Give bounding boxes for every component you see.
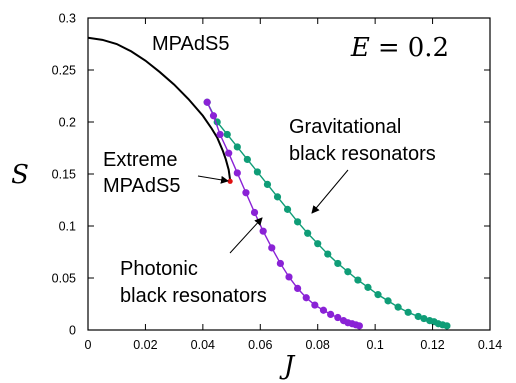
plot-frame: [87, 17, 491, 331]
photonic-point: [285, 273, 293, 281]
photonic-point: [294, 284, 302, 292]
mpads-label: MPAdS5: [152, 33, 229, 55]
grav-label-line2: black resonators: [289, 143, 436, 165]
extreme-arrow: [197, 175, 229, 184]
photonic-point: [302, 294, 310, 302]
gravitational-point: [294, 218, 302, 226]
gravitational-point: [443, 322, 451, 330]
y-tick-label: 0.1: [59, 220, 76, 234]
gravitational-point: [324, 250, 332, 258]
gravitational-point: [384, 297, 392, 305]
gravitational-point: [404, 308, 412, 316]
gravitational-point: [243, 155, 251, 164]
photonic-point: [319, 306, 328, 314]
photonic-point: [233, 169, 241, 177]
gravitational-point: [304, 229, 312, 237]
energy-label: E = 0.2: [350, 33, 449, 63]
series-layer: [87, 36, 451, 330]
photonic-point: [311, 301, 319, 309]
photonic-point: [242, 189, 250, 197]
x-tick-label: 0.1: [366, 338, 383, 352]
photonic-point: [355, 322, 363, 330]
extreme-label-line2: MPAdS5: [103, 175, 180, 197]
photonic-point: [276, 259, 284, 268]
photonic-point: [216, 130, 224, 139]
photonic-point: [225, 149, 233, 157]
gravitational-point: [273, 193, 282, 201]
grav-arrow: [311, 169, 349, 214]
x-tick-label: 0: [85, 338, 92, 352]
y-tick-label: 0.3: [59, 12, 76, 26]
photonic-point: [259, 227, 267, 235]
gravitational-point: [414, 312, 422, 321]
x-tick-label: 0.02: [133, 338, 157, 352]
gravitational-point: [233, 143, 241, 151]
y-tick-label: 0.05: [52, 272, 76, 286]
photonic-point: [268, 244, 276, 252]
y-tick-label: 0.25: [52, 64, 76, 78]
phot-label-line1: Photonic: [120, 258, 198, 280]
y-axis-label: S: [11, 160, 29, 190]
gravitational-point: [283, 205, 292, 213]
gravitational-point: [314, 240, 322, 248]
y-tick-label: 0.15: [52, 168, 76, 182]
x-tick-label: 0.08: [306, 338, 330, 352]
x-tick-label: 0.06: [248, 338, 272, 352]
photonic-point: [209, 112, 218, 120]
photonic-point: [327, 310, 335, 318]
y-tick-label: 0.2: [59, 116, 76, 130]
phot-label-line2: black resonators: [120, 285, 267, 307]
x-tick-label: 0.04: [191, 338, 215, 352]
photonic-point: [250, 208, 259, 217]
y-tick-label: 0: [69, 324, 76, 338]
extreme-label-line1: Extreme: [103, 149, 177, 171]
extreme-point: [227, 178, 233, 184]
x-axis-label: J: [279, 351, 296, 381]
gravitational-point: [253, 168, 262, 176]
gravitational-point: [354, 276, 362, 284]
gravitational-point: [334, 259, 342, 268]
gravitational-point: [420, 314, 428, 323]
gravitational-point: [374, 291, 382, 299]
photonic-point: [203, 98, 211, 106]
x-tick-label: 0.12: [420, 338, 444, 352]
gravitational-point: [263, 180, 272, 188]
phot-arrow: [229, 217, 263, 254]
photonic-point: [334, 313, 342, 322]
gravitational-point: [394, 303, 402, 311]
grav-label-line1: Gravitational: [289, 116, 401, 138]
gravitational-point: [364, 283, 372, 291]
x-tick-label: 0.14: [478, 338, 502, 352]
mpads-curve: [87, 36, 232, 181]
gravitational-point: [344, 268, 352, 276]
gravitational-point: [223, 130, 231, 139]
